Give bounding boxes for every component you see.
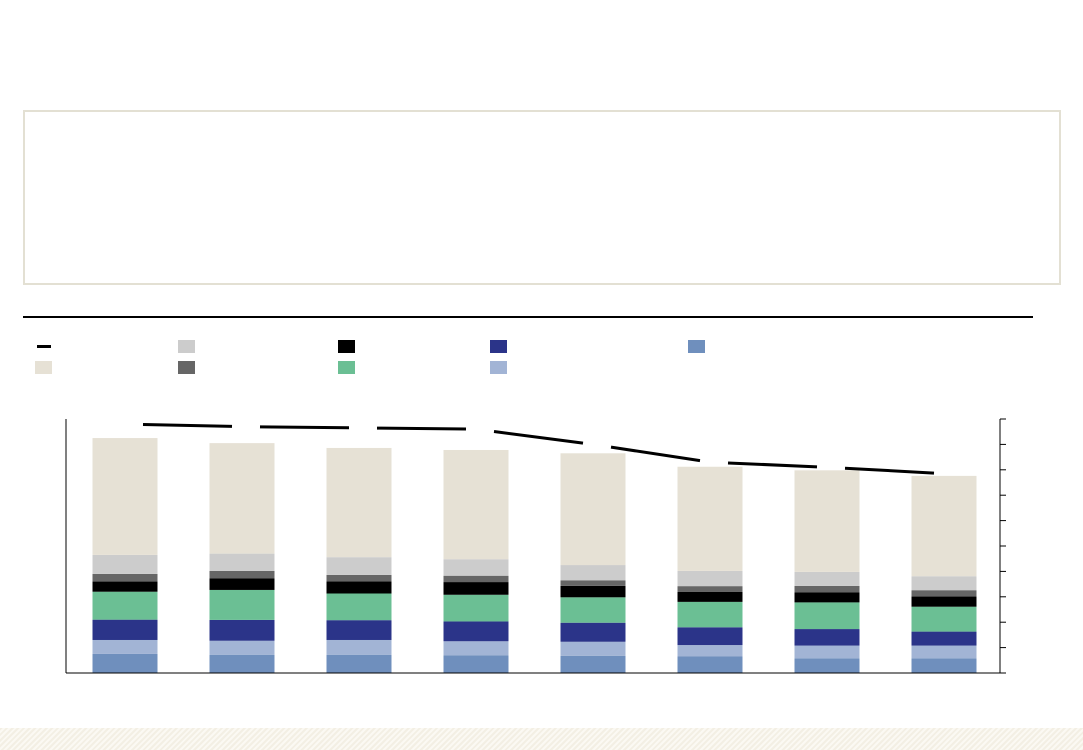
bar-segment-seg-light-blue-4 (560, 641, 626, 656)
bar-segment-seg-beige-6 (794, 470, 860, 572)
bar-segment-seg-black-7 (911, 596, 977, 607)
bar-segment-seg-navy-2 (326, 620, 392, 640)
bar-segment-seg-black-6 (794, 592, 860, 603)
bar-segment-seg-navy-3 (443, 621, 509, 642)
footer-band (0, 728, 1083, 750)
bar-segment-seg-green-5 (677, 601, 743, 628)
bar-segment-seg-dark-gray-1 (209, 570, 275, 579)
bar-segment-seg-green-2 (326, 593, 392, 621)
bar-segment-seg-navy-5 (677, 627, 743, 646)
line-segment-3 (493, 430, 584, 445)
line-segment-1 (259, 425, 350, 430)
bar-segment-seg-light-gray-1 (209, 553, 275, 571)
bar-segment-seg-beige-2 (326, 447, 392, 558)
bar-segment-seg-navy-1 (209, 619, 275, 641)
bar-segment-seg-light-blue-7 (911, 645, 977, 659)
line-segment-2 (376, 426, 467, 431)
bar-segment-seg-dark-gray-6 (794, 585, 860, 593)
bar-segment-seg-black-5 (677, 591, 743, 602)
legend-swatch-line-series (37, 345, 51, 348)
bar-segment-seg-black-1 (209, 578, 275, 590)
bar-segment-seg-beige-0 (92, 438, 158, 555)
bar-segment-seg-steel-blue-7 (911, 658, 977, 673)
bar-segment-seg-steel-blue-2 (326, 654, 392, 673)
bar-segment-seg-light-blue-3 (443, 641, 509, 656)
line-segment-0 (142, 422, 233, 428)
bar-segment-seg-navy-0 (92, 619, 158, 640)
line-segment-4 (610, 445, 701, 463)
bar-segment-seg-steel-blue-6 (794, 658, 860, 673)
bar-segment-seg-green-1 (209, 589, 275, 620)
bar-segment-seg-steel-blue-5 (677, 656, 743, 673)
stacked-bar-chart (65, 418, 1006, 674)
bar-segment-seg-dark-gray-4 (560, 580, 626, 586)
bar-segment-seg-dark-gray-0 (92, 573, 158, 582)
bar-segment-seg-green-6 (794, 602, 860, 630)
bar-segment-seg-navy-7 (911, 631, 977, 646)
bar-segment-seg-light-gray-5 (677, 570, 743, 587)
bar-segment-seg-light-gray-6 (794, 571, 860, 586)
bar-segment-seg-beige-5 (677, 466, 743, 571)
bar-segment-seg-black-4 (560, 585, 626, 598)
bar-segment-seg-steel-blue-4 (560, 655, 626, 673)
bar-segment-seg-light-gray-3 (443, 559, 509, 576)
bar-segment-seg-black-0 (92, 581, 158, 592)
bar-segment-seg-steel-blue-1 (209, 654, 275, 673)
legend-swatch-seg-light-blue (490, 361, 507, 374)
bar-segment-seg-light-gray-0 (92, 554, 158, 574)
bar-segment-seg-beige-7 (911, 475, 977, 577)
bar-segment-seg-steel-blue-0 (92, 653, 158, 673)
bar-segment-seg-steel-blue-3 (443, 655, 509, 673)
bar-segment-seg-beige-4 (560, 453, 626, 566)
bar-segment-seg-navy-4 (560, 622, 626, 642)
bar-segment-seg-dark-gray-5 (677, 586, 743, 592)
bar-segment-seg-light-gray-7 (911, 576, 977, 591)
bar-segment-seg-light-gray-2 (326, 557, 392, 575)
bar-segment-seg-green-7 (911, 606, 977, 632)
legend-swatch-seg-dark-gray (178, 361, 195, 374)
legend-swatch-seg-green (338, 361, 355, 374)
line-segment-5 (727, 461, 818, 469)
text-box (23, 110, 1061, 285)
legend-swatch-seg-black (338, 340, 355, 353)
bar-segment-seg-light-blue-1 (209, 640, 275, 655)
bar-segment-seg-light-blue-6 (794, 645, 860, 659)
line-segment-6 (844, 466, 935, 475)
bar-segment-seg-beige-3 (443, 449, 509, 560)
legend-swatch-seg-navy (490, 340, 507, 353)
bar-segment-seg-black-3 (443, 582, 509, 595)
bar-segment-seg-light-gray-4 (560, 565, 626, 581)
bar-segment-seg-black-2 (326, 581, 392, 594)
legend-swatch-seg-steel-blue (688, 340, 705, 353)
bar-segment-seg-green-3 (443, 594, 509, 622)
legend-swatch-seg-beige (35, 361, 52, 374)
bar-segment-seg-dark-gray-7 (911, 590, 977, 597)
bar-segment-seg-beige-1 (209, 443, 275, 554)
bar-segment-seg-green-0 (92, 591, 158, 620)
section-rule (23, 316, 1033, 318)
bar-segment-seg-navy-6 (794, 629, 860, 646)
bar-segment-seg-light-blue-0 (92, 639, 158, 654)
bar-segment-seg-light-blue-2 (326, 639, 392, 655)
bar-segment-seg-dark-gray-2 (326, 574, 392, 582)
bar-segment-seg-dark-gray-3 (443, 575, 509, 583)
legend-swatch-seg-light-gray (178, 340, 195, 353)
bar-segment-seg-light-blue-5 (677, 645, 743, 657)
bar-segment-seg-green-4 (560, 597, 626, 623)
